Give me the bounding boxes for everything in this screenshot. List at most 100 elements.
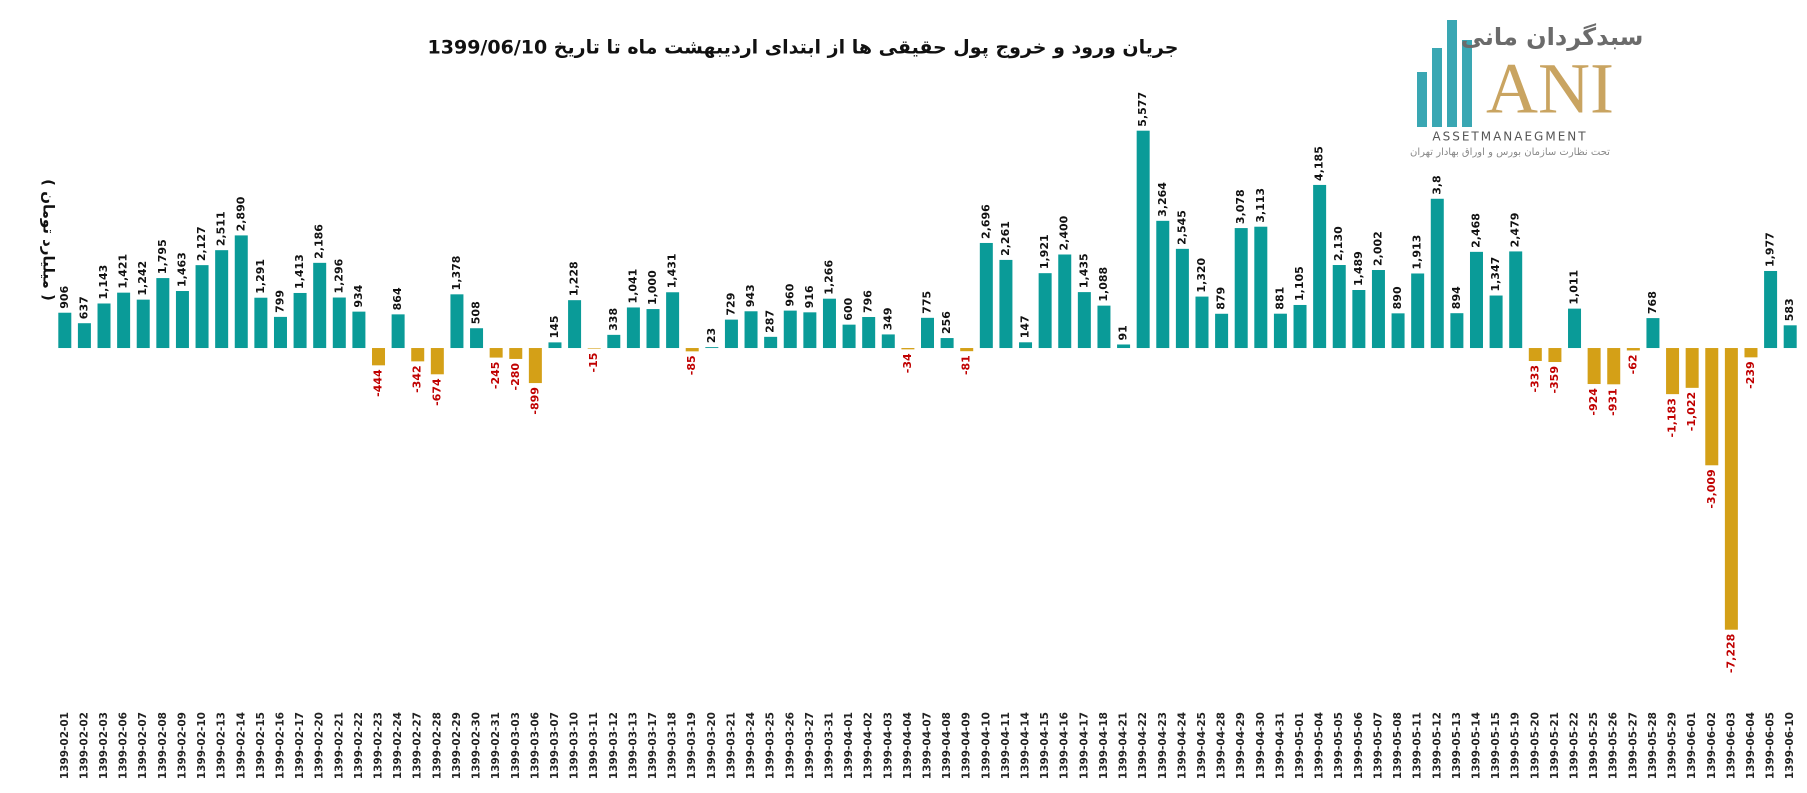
logo-mark: ANI xyxy=(1486,49,1614,129)
bar xyxy=(783,310,797,349)
x-tick-label: 1399-02-30 xyxy=(471,712,483,779)
x-tick-label: 1399-05-22 xyxy=(1569,712,1581,779)
data-label: 1,977 xyxy=(1764,232,1777,267)
bar xyxy=(1489,295,1503,349)
x-tick-label: 1399-04-01 xyxy=(843,712,855,779)
x-tick-label: 1399-06-02 xyxy=(1706,712,1718,779)
data-label: 1,913 xyxy=(1411,235,1424,270)
x-tick-label: 1399-02-27 xyxy=(412,712,424,779)
data-label: 1,431 xyxy=(666,253,679,288)
bar xyxy=(1509,251,1523,349)
x-tick-label: 1399-02-20 xyxy=(314,712,326,779)
data-label: -34 xyxy=(901,353,914,373)
data-label: -81 xyxy=(960,355,973,375)
bar xyxy=(1058,254,1072,349)
x-tick-label: 1399-04-17 xyxy=(1078,712,1090,779)
x-tick-label: 1399-03-26 xyxy=(784,712,796,779)
bar xyxy=(1117,344,1131,349)
x-tick-label: 1399-04-23 xyxy=(1157,712,1169,779)
bar xyxy=(1724,348,1738,630)
x-tick-label: 1399-04-22 xyxy=(1137,712,1149,779)
data-label: 1,011 xyxy=(1568,270,1581,305)
bar xyxy=(1783,325,1797,349)
data-label: 23 xyxy=(705,328,718,343)
x-tick-label: 1399-03-10 xyxy=(569,712,581,779)
x-tick-label: 1399-05-19 xyxy=(1510,712,1522,779)
bar xyxy=(234,235,248,349)
x-tick-label: 1399-04-07 xyxy=(922,712,934,779)
x-tick-label: 1399-05-08 xyxy=(1392,712,1404,779)
logo-bar xyxy=(1447,20,1457,127)
x-tick-label: 1399-05-12 xyxy=(1431,712,1443,779)
bar xyxy=(607,334,621,349)
data-label: -3,009 xyxy=(1705,469,1718,508)
x-tick-label: 1399-02-07 xyxy=(137,712,149,779)
x-tick-label: 1399-03-13 xyxy=(627,712,639,779)
x-tick-label: 1399-02-23 xyxy=(373,712,385,779)
data-label: 1,413 xyxy=(293,254,306,289)
bar xyxy=(215,250,229,349)
data-label: 881 xyxy=(1273,287,1286,310)
bar xyxy=(646,309,660,349)
bar xyxy=(1019,342,1033,349)
x-tick-label: 1399-02-16 xyxy=(274,712,286,779)
x-tick-label: 1399-05-13 xyxy=(1451,712,1463,779)
x-tick-label: 1399-04-30 xyxy=(1255,712,1267,779)
logo-bar xyxy=(1462,40,1472,127)
x-tick-label: 1399-02-13 xyxy=(216,712,228,779)
y-axis-label: ( میلیارد تومان ) xyxy=(40,179,58,301)
x-tick-label: 1399-03-12 xyxy=(608,712,620,779)
x-tick-label: 1399-04-10 xyxy=(980,712,992,779)
chart-title: جریان ورود و خروج پول حقیقی ها از ابتدای… xyxy=(428,37,1179,59)
data-label: -239 xyxy=(1744,361,1757,389)
data-label: 1,266 xyxy=(822,260,835,295)
bar xyxy=(1077,292,1091,349)
bar xyxy=(1548,348,1562,363)
logo-note: تحت نظارت سازمان بورس و اوراق بهادار تهر… xyxy=(1410,147,1610,158)
x-tick-label: 1399-03-20 xyxy=(706,712,718,779)
data-label: -245 xyxy=(489,362,502,390)
data-label: 4,185 xyxy=(1313,146,1326,181)
x-tick-label: 1399-02-09 xyxy=(176,712,188,779)
x-tick-label: 1399-05-26 xyxy=(1608,712,1620,779)
bar xyxy=(352,311,366,349)
data-label: 799 xyxy=(273,290,286,313)
bar xyxy=(1038,273,1052,349)
data-label: 775 xyxy=(921,291,934,314)
bar xyxy=(744,311,758,349)
bar xyxy=(862,317,876,349)
x-tick-label: 1399-04-29 xyxy=(1235,712,1247,779)
x-tick-label: 1399-02-22 xyxy=(353,712,365,779)
bar xyxy=(1215,313,1229,349)
bar xyxy=(568,300,582,349)
x-tick-label: 1399-02-21 xyxy=(333,712,345,779)
bar xyxy=(391,314,405,349)
data-label: -15 xyxy=(587,353,600,373)
data-label: 2,511 xyxy=(215,211,228,246)
bar xyxy=(921,317,934,349)
data-label: -674 xyxy=(430,378,443,406)
data-label: 1,463 xyxy=(175,252,188,287)
bar xyxy=(1646,318,1660,349)
data-label: 879 xyxy=(1215,287,1228,310)
data-label: 2,127 xyxy=(195,226,208,261)
x-tick-label: 1399-06-03 xyxy=(1725,712,1737,779)
bar xyxy=(58,312,72,349)
x-tick-label: 1399-03-27 xyxy=(804,712,816,779)
data-label: 2,545 xyxy=(1175,210,1188,245)
data-label: -333 xyxy=(1528,365,1541,393)
x-tick-label: 1399-03-24 xyxy=(745,712,757,779)
data-label: 1,320 xyxy=(1195,257,1208,292)
bar xyxy=(313,262,327,349)
bar xyxy=(156,278,170,349)
x-tick-label: 1399-04-03 xyxy=(882,712,894,779)
data-label: 1,291 xyxy=(254,259,267,294)
data-label: 943 xyxy=(744,284,757,307)
data-label: 256 xyxy=(940,311,953,334)
logo-subtitle: ASSETMANAEGMENT xyxy=(1432,130,1587,144)
bar xyxy=(940,338,954,349)
data-label: -1,183 xyxy=(1666,398,1679,437)
bar xyxy=(1352,290,1366,349)
bar xyxy=(175,291,189,349)
